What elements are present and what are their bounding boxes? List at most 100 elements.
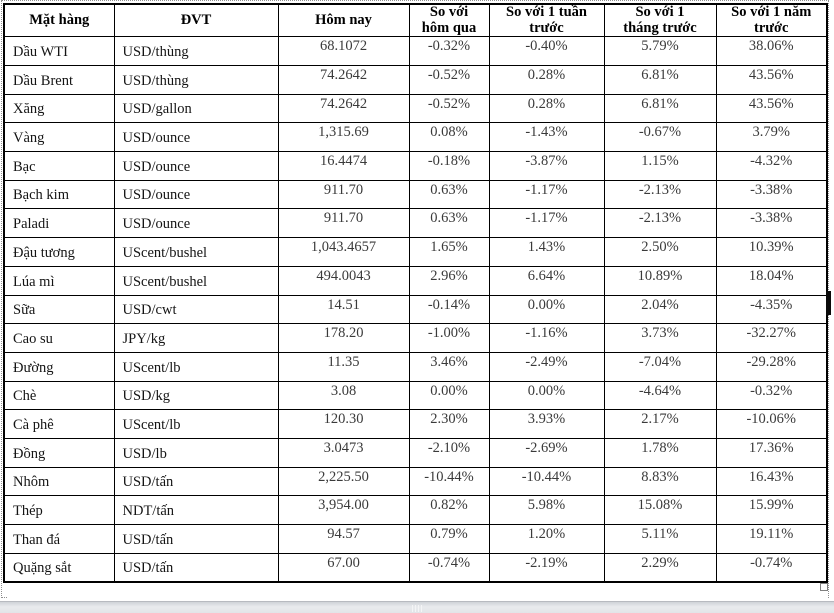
table-row: Xăng USD/gallon 74.2642 -0.52% 0.28% 6.81% 43.…	[3, 93, 828, 124]
cell-vs-1-week: -10.44%	[488, 466, 605, 497]
cell-vs-1-month: 10.89%	[603, 265, 717, 296]
cell-today: 3.08	[277, 380, 410, 411]
cell-commodity: Paladi	[3, 208, 115, 239]
cell-today: 16.4474	[277, 151, 410, 181]
cell-vs-yesterday: 0.63%	[408, 208, 490, 239]
table-row: Lúa mì UScent/bushel 494.0043 2.96% 6.64% 10.…	[3, 265, 828, 296]
cell-commodity: Xăng	[3, 93, 115, 124]
cell-unit: UScent/bushel	[113, 237, 279, 267]
cell-commodity: Sữa	[3, 294, 115, 325]
cell-vs-1-year: -10.06%	[715, 409, 828, 439]
cell-vs-yesterday: -0.14%	[408, 294, 490, 325]
cell-vs-1-week: -3.87%	[488, 151, 605, 181]
cell-commodity: Thép	[3, 495, 115, 525]
cell-vs-yesterday: 0.79%	[408, 524, 490, 554]
cell-vs-1-month: 2.29%	[603, 552, 717, 583]
cell-today: 74.2642	[277, 93, 410, 124]
table-row: Dầu Brent USD/thùng 74.2642 -0.52% 0.28% 6.81…	[3, 65, 828, 95]
table-row: Than đá USD/tấn 94.57 0.79% 1.20% 5.11% 19.11%	[3, 524, 828, 554]
cell-today: 494.0043	[277, 265, 410, 296]
cell-vs-1-month: 2.17%	[603, 409, 717, 439]
cell-unit: USD/tấn	[113, 552, 279, 583]
cell-vs-1-month: 8.83%	[603, 466, 717, 497]
cell-vs-1-month: 2.04%	[603, 294, 717, 325]
cell-vs-1-week: -1.17%	[488, 208, 605, 239]
commodity-price-table: Mặt hàng ĐVT Hôm nay So với hôm qua So với 1…	[3, 3, 828, 583]
cell-commodity: Đồng	[3, 437, 115, 468]
cell-commodity: Bạch kim	[3, 179, 115, 210]
cell-today: 1,043.4657	[277, 237, 410, 267]
cell-vs-1-year: 38.06%	[715, 36, 828, 66]
cell-unit: USD/thùng	[113, 65, 279, 95]
cell-vs-yesterday: -0.52%	[408, 65, 490, 95]
cell-vs-1-week: -1.16%	[488, 323, 605, 353]
cell-vs-yesterday: 0.82%	[408, 495, 490, 525]
cell-vs-1-month: 5.11%	[603, 524, 717, 554]
cell-vs-1-month: 15.08%	[603, 495, 717, 525]
cell-today: 3,954.00	[277, 495, 410, 525]
table-row: Cao su JPY/kg 178.20 -1.00% -1.16% 3.73% -32.2…	[3, 323, 828, 353]
cell-vs-1-month: 1.78%	[603, 437, 717, 468]
cell-commodity: Nhôm	[3, 466, 115, 497]
cell-commodity: Đường	[3, 351, 115, 382]
table-resize-handle[interactable]	[820, 583, 828, 591]
table-header: Mặt hàng ĐVT Hôm nay So với hôm qua So với 1…	[3, 3, 828, 38]
cell-today: 1,315.69	[277, 122, 410, 153]
cell-vs-1-year: -29.28%	[715, 351, 828, 382]
cell-vs-1-week: -2.69%	[488, 437, 605, 468]
cell-vs-1-week: -1.17%	[488, 179, 605, 210]
cell-vs-yesterday: 0.63%	[408, 179, 490, 210]
cell-vs-1-month: -2.13%	[603, 208, 717, 239]
cell-vs-1-year: -0.74%	[715, 552, 828, 583]
cell-vs-1-year: 19.11%	[715, 524, 828, 554]
cell-unit: USD/ounce	[113, 179, 279, 210]
table-row: Vàng USD/ounce 1,315.69 0.08% -1.43% -0.67% 3.…	[3, 122, 828, 153]
cell-commodity: Lúa mì	[3, 265, 115, 296]
cell-today: 11.35	[277, 351, 410, 382]
cell-vs-yesterday: -0.74%	[408, 552, 490, 583]
cell-today: 911.70	[277, 208, 410, 239]
cell-unit: USD/ounce	[113, 151, 279, 181]
cell-vs-1-week: -1.43%	[488, 122, 605, 153]
cell-vs-1-week: -2.49%	[488, 351, 605, 382]
table-row: Bạc USD/ounce 16.4474 -0.18% -3.87% 1.15% -4.3…	[3, 151, 828, 181]
cell-vs-1-week: 1.20%	[488, 524, 605, 554]
table-row: Nhôm USD/tấn 2,225.50 -10.44% -10.44% 8.83% 16…	[3, 466, 828, 497]
cell-vs-1-year: 10.39%	[715, 237, 828, 267]
cell-vs-1-week: -0.40%	[488, 36, 605, 66]
cell-unit: JPY/kg	[113, 323, 279, 353]
cell-vs-yesterday: 0.08%	[408, 122, 490, 153]
cell-unit: USD/gallon	[113, 93, 279, 124]
table-row: Dầu WTI USD/thùng 68.1072 -0.32% -0.40% 5.79%…	[3, 36, 828, 66]
column-header-vs-1-month: So với 1 tháng trước	[603, 3, 717, 38]
cell-vs-1-week: 0.28%	[488, 65, 605, 95]
horizontal-scrollbar[interactable]	[0, 601, 834, 613]
cell-vs-1-month: -4.64%	[603, 380, 717, 411]
cell-vs-1-week: 5.98%	[488, 495, 605, 525]
cell-vs-1-month: 6.81%	[603, 65, 717, 95]
table-row: Sữa USD/cwt 14.51 -0.14% 0.00% 2.04% -4.35%	[3, 294, 828, 325]
cell-commodity: Dầu Brent	[3, 65, 115, 95]
cell-unit: USD/tấn	[113, 524, 279, 554]
column-header-today: Hôm nay	[277, 3, 410, 38]
cell-commodity: Cà phê	[3, 409, 115, 439]
table-row: Paladi USD/ounce 911.70 0.63% -1.17% -2.13% -3…	[3, 208, 828, 239]
cell-vs-1-month: -7.04%	[603, 351, 717, 382]
cell-commodity: Đậu tương	[3, 237, 115, 267]
column-header-unit: ĐVT	[113, 3, 279, 38]
cell-vs-1-year: 3.79%	[715, 122, 828, 153]
cell-vs-yesterday: -0.32%	[408, 36, 490, 66]
cell-commodity: Than đá	[3, 524, 115, 554]
column-header-vs-yesterday: So với hôm qua	[408, 3, 490, 38]
cell-vs-yesterday: -1.00%	[408, 323, 490, 353]
cell-vs-1-week: 0.00%	[488, 294, 605, 325]
scrollbar-grip-icon[interactable]	[412, 604, 422, 612]
header-row: Mặt hàng ĐVT Hôm nay So với hôm qua So với 1…	[3, 3, 828, 38]
cell-commodity: Dầu WTI	[3, 36, 115, 66]
cell-vs-1-year: -4.35%	[715, 294, 828, 325]
cell-commodity: Quặng sắt	[3, 552, 115, 583]
cell-vs-yesterday: 3.46%	[408, 351, 490, 382]
cell-unit: UScent/lb	[113, 351, 279, 382]
cell-vs-1-week: 0.28%	[488, 93, 605, 124]
cell-vs-1-month: 1.15%	[603, 151, 717, 181]
